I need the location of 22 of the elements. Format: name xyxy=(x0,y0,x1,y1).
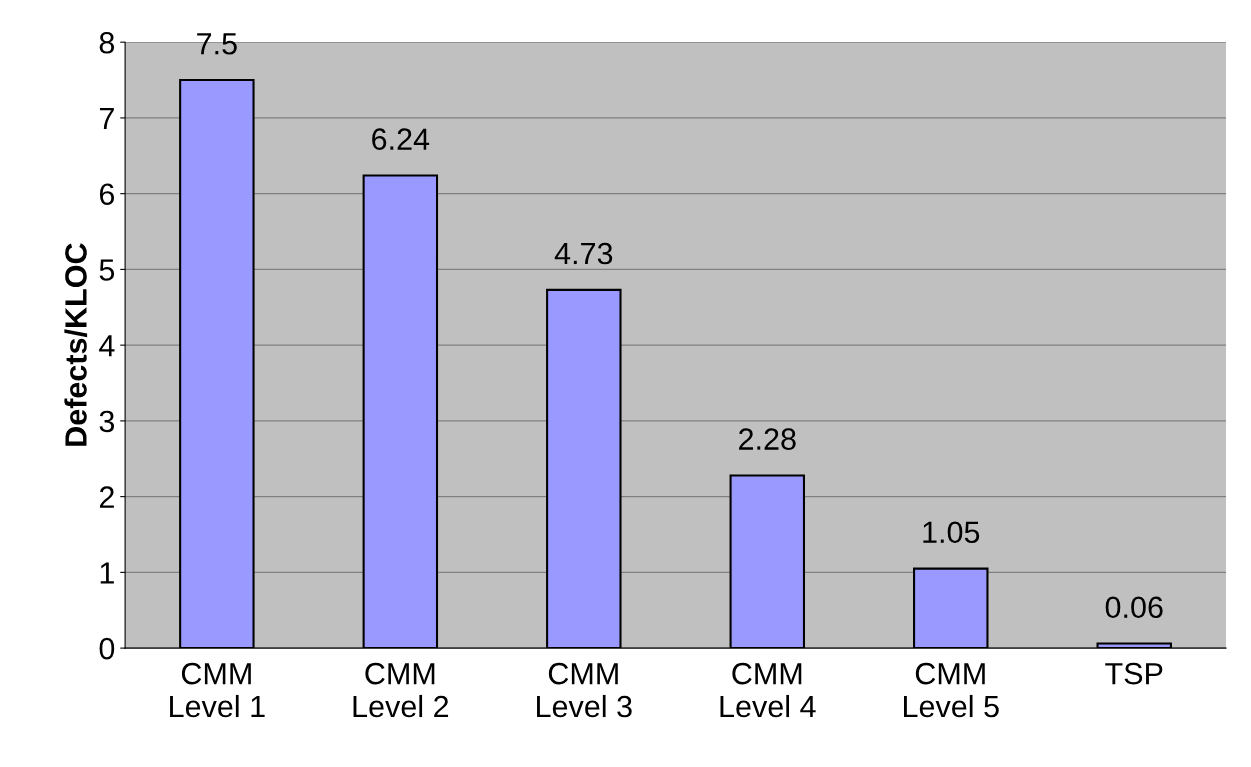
x-tick-label: CMM Level 5 xyxy=(904,662,999,718)
y-tick-label: 8 xyxy=(99,31,115,54)
x-tick-label: CMM Level 4 xyxy=(720,662,816,718)
y-tick-label: 1 xyxy=(100,562,114,584)
y-tick-label: 5 xyxy=(99,259,115,281)
data-label: 4.73 xyxy=(554,242,613,265)
data-label: 1.05 xyxy=(923,521,980,544)
y-tick-label: 7 xyxy=(99,107,114,129)
data-label: 6.24 xyxy=(372,128,430,151)
x-tick-label: CMM Level 2 xyxy=(353,662,449,718)
data-label: 0.06 xyxy=(1105,596,1163,619)
data-label: 2.28 xyxy=(739,428,796,450)
x-tick-label: CMM Level 3 xyxy=(537,662,632,718)
x-tick-label: TSP xyxy=(1105,662,1163,685)
y-tick-label: 3 xyxy=(99,410,115,433)
y-tick-label: 2 xyxy=(99,486,114,508)
y-tick-label: 6 xyxy=(99,183,115,206)
y-tick-label: 0 xyxy=(99,637,115,660)
data-label: 7.5 xyxy=(197,33,237,55)
y-axis-title: Defects/KLOC xyxy=(64,243,88,446)
y-tick-label: 4 xyxy=(99,335,115,357)
x-tick-label: CMM Level 1 xyxy=(170,662,265,718)
